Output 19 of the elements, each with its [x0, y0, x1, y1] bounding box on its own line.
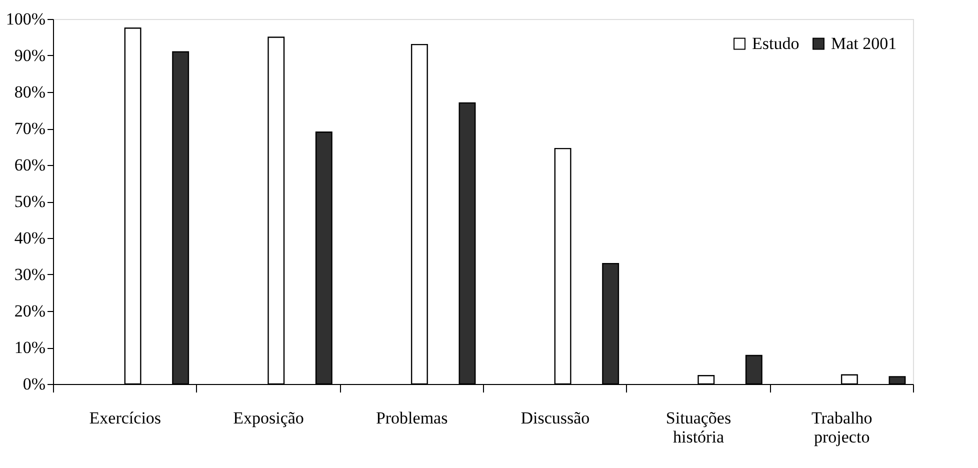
- x-tick-label: Situações história: [666, 408, 732, 446]
- legend-label: Mat 2001: [831, 34, 897, 53]
- x-tick-label: Exposição: [233, 408, 304, 428]
- y-tick-label: 30%: [14, 265, 46, 284]
- y-tick-label: 100%: [6, 10, 46, 28]
- y-tick-label: 70%: [14, 119, 46, 138]
- y-tick-label: 60%: [14, 156, 46, 174]
- y-tick-label: 10%: [14, 338, 46, 357]
- y-tick-label: 80%: [14, 82, 46, 102]
- x-tick-label: Problemas: [376, 408, 448, 428]
- y-tick-label: 90%: [14, 46, 46, 65]
- y-tick-label: 20%: [14, 302, 46, 320]
- y-tick-label: 50%: [14, 192, 46, 211]
- legend-label: Estudo: [752, 34, 800, 53]
- x-tick-label: Trabalho projecto: [811, 408, 872, 446]
- y-tick-label: 40%: [14, 228, 46, 248]
- x-tick-label: Discussão: [520, 408, 590, 428]
- y-tick-label: 0%: [22, 374, 46, 394]
- x-tick-label: Exercícios: [89, 408, 162, 428]
